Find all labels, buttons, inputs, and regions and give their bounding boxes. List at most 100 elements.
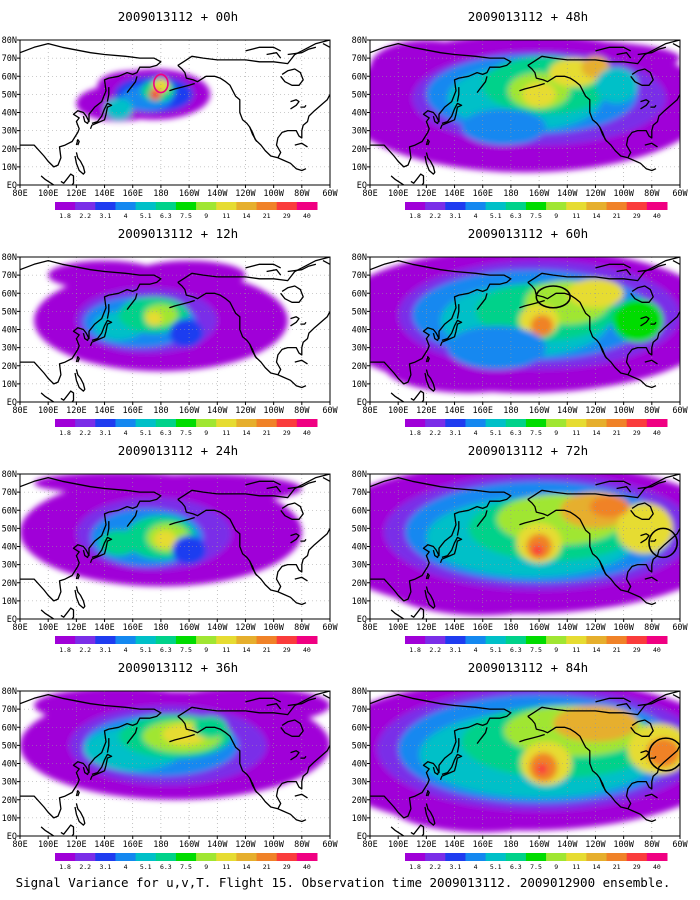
- colorbar-level-label: 1.8: [409, 646, 421, 654]
- lat-tick-label: 10N: [352, 380, 367, 390]
- map-panel: 2009013112 + 00h 80E 100E 120E 140E 160E 180 16…: [2, 9, 339, 220]
- colorbar-swatch: [276, 636, 298, 644]
- colorbar-swatch: [196, 853, 217, 861]
- colorbar-swatch: [465, 419, 487, 427]
- lon-tick-label: 80E: [362, 189, 377, 199]
- lon-tick-label: 180: [503, 623, 518, 633]
- colorbar-level-label: 1.8: [409, 212, 421, 220]
- colorbar-level-label: 14: [593, 429, 601, 437]
- lat-tick-label: 40N: [352, 109, 367, 119]
- colorbar-swatch: [135, 202, 157, 210]
- colorbar-swatch: [646, 636, 668, 644]
- colorbar: 1.8 2.2 3.1 4 5.1 6.3 7.5 9 11 14 21 29 40: [55, 202, 318, 220]
- colorbar-swatch: [175, 853, 197, 861]
- map-panel: 2009013112 + 36h 80E 100E 120E 140E 160E 180 16…: [2, 660, 339, 871]
- lon-tick-label: 180: [153, 189, 168, 199]
- colorbar-level-label: 6.3: [160, 429, 172, 437]
- colorbar-swatch: [296, 202, 318, 210]
- colorbar-swatch: [236, 636, 258, 644]
- lon-tick-label: 140W: [557, 623, 578, 633]
- colorbar-level-label: 2.2: [79, 429, 91, 437]
- colorbar-swatch: [405, 853, 426, 861]
- lat-tick-label: 20N: [352, 362, 367, 372]
- lat-tick-label: 30N: [352, 561, 367, 571]
- colorbar-swatch: [276, 853, 298, 861]
- variance-field: [370, 691, 680, 836]
- lat-tick-label: 40N: [2, 543, 17, 553]
- colorbar: 1.8 2.2 3.1 4 5.1 6.3 7.5 9 11 14 21 29 40: [405, 419, 668, 437]
- colorbar-swatch: [646, 853, 668, 861]
- lon-tick-label: 180: [503, 406, 518, 416]
- coastlines: [20, 257, 330, 402]
- lon-tick-label: 80W: [644, 623, 660, 633]
- colorbar-swatch: [95, 853, 116, 861]
- colorbar-swatch: [236, 419, 258, 427]
- lon-tick-label: 100W: [613, 623, 634, 633]
- colorbar-level-label: 5.1: [490, 646, 502, 654]
- colorbar-level-label: 7.5: [530, 863, 542, 871]
- colorbar-level-label: 6.3: [160, 646, 172, 654]
- lon-tick-label: 100W: [263, 189, 284, 199]
- lon-tick-label: 160E: [122, 189, 142, 199]
- lon-tick-label: 160W: [529, 189, 550, 199]
- lon-tick-label: 100E: [388, 840, 408, 850]
- lon-tick-label: 140W: [557, 840, 578, 850]
- observation-region-marker: [648, 737, 680, 772]
- colorbar-level-label: 14: [593, 646, 601, 654]
- colorbar-swatch: [175, 419, 197, 427]
- colorbar-level-label: 14: [593, 863, 601, 871]
- colorbar-swatch: [115, 419, 137, 427]
- lon-tick-label: 60W: [322, 623, 338, 633]
- colorbar-level-label: 14: [593, 212, 601, 220]
- colorbar-swatch: [505, 853, 527, 861]
- lat-tick-label: 30N: [352, 778, 367, 788]
- lat-tick-label: 10N: [352, 597, 367, 607]
- colorbar-level-label: 11: [572, 646, 580, 654]
- colorbar-level-label: 21: [613, 646, 621, 654]
- lon-tick-label: 180: [153, 623, 168, 633]
- colorbar-level-label: 6.3: [160, 863, 172, 871]
- lat-tick-label: 40N: [2, 326, 17, 336]
- colorbar-swatch: [626, 202, 648, 210]
- lat-tick-label: 50N: [352, 307, 367, 317]
- colorbar-swatch: [196, 419, 217, 427]
- lon-tick-label: 120E: [66, 189, 86, 199]
- colorbar-swatch: [465, 636, 487, 644]
- lat-tick-label: 70N: [352, 271, 367, 281]
- lon-tick-label: 120E: [416, 189, 436, 199]
- colorbar-swatch: [216, 419, 237, 427]
- colorbar: 1.8 2.2 3.1 4 5.1 6.3 7.5 9 11 14 21 29 40: [55, 419, 318, 437]
- lon-tick-label: 120W: [585, 189, 606, 199]
- colorbar-level-label: 14: [243, 863, 251, 871]
- lon-tick-label: 160E: [122, 840, 142, 850]
- lat-tick-label: 60N: [2, 723, 17, 733]
- lat-tick-label: 60N: [352, 506, 367, 516]
- lat-tick-label: 50N: [2, 524, 17, 534]
- lon-tick-label: 180: [503, 189, 518, 199]
- colorbar-swatch: [296, 419, 318, 427]
- colorbar-level-label: 3.1: [100, 212, 112, 220]
- lon-tick-label: 80W: [644, 406, 660, 416]
- colorbar-level-label: 40: [653, 212, 661, 220]
- lon-tick-label: 140W: [207, 406, 228, 416]
- lon-tick-label: 160W: [529, 840, 550, 850]
- colorbar-swatch: [55, 853, 76, 861]
- lat-tick-label: 30N: [352, 344, 367, 354]
- colorbar-swatch: [155, 636, 177, 644]
- colorbar-swatch: [525, 853, 547, 861]
- colorbar-level-label: 29: [283, 429, 291, 437]
- colorbar-level-label: 4: [474, 646, 478, 654]
- lon-tick-label: 140E: [94, 406, 114, 416]
- map-panel: 2009013112 + 84h 80E 100E 120E 140E 160E 180 16…: [352, 660, 689, 871]
- figure-caption: Signal Variance for u,v,T. Flight 15. Ob…: [16, 875, 671, 890]
- colorbar-level-label: 5.1: [490, 212, 502, 220]
- lat-tick-label: 20N: [352, 145, 367, 155]
- colorbar-swatch: [256, 853, 278, 861]
- lat-tick-label: 60N: [352, 72, 367, 82]
- colorbar-swatch: [256, 202, 278, 210]
- colorbar: 1.8 2.2 3.1 4 5.1 6.3 7.5 9 11 14 21 29 40: [405, 636, 668, 654]
- lon-tick-label: 140W: [207, 189, 228, 199]
- lat-tick-label: 80N: [2, 253, 17, 263]
- colorbar-level-label: 29: [633, 646, 641, 654]
- lat-tick-label: 70N: [352, 54, 367, 64]
